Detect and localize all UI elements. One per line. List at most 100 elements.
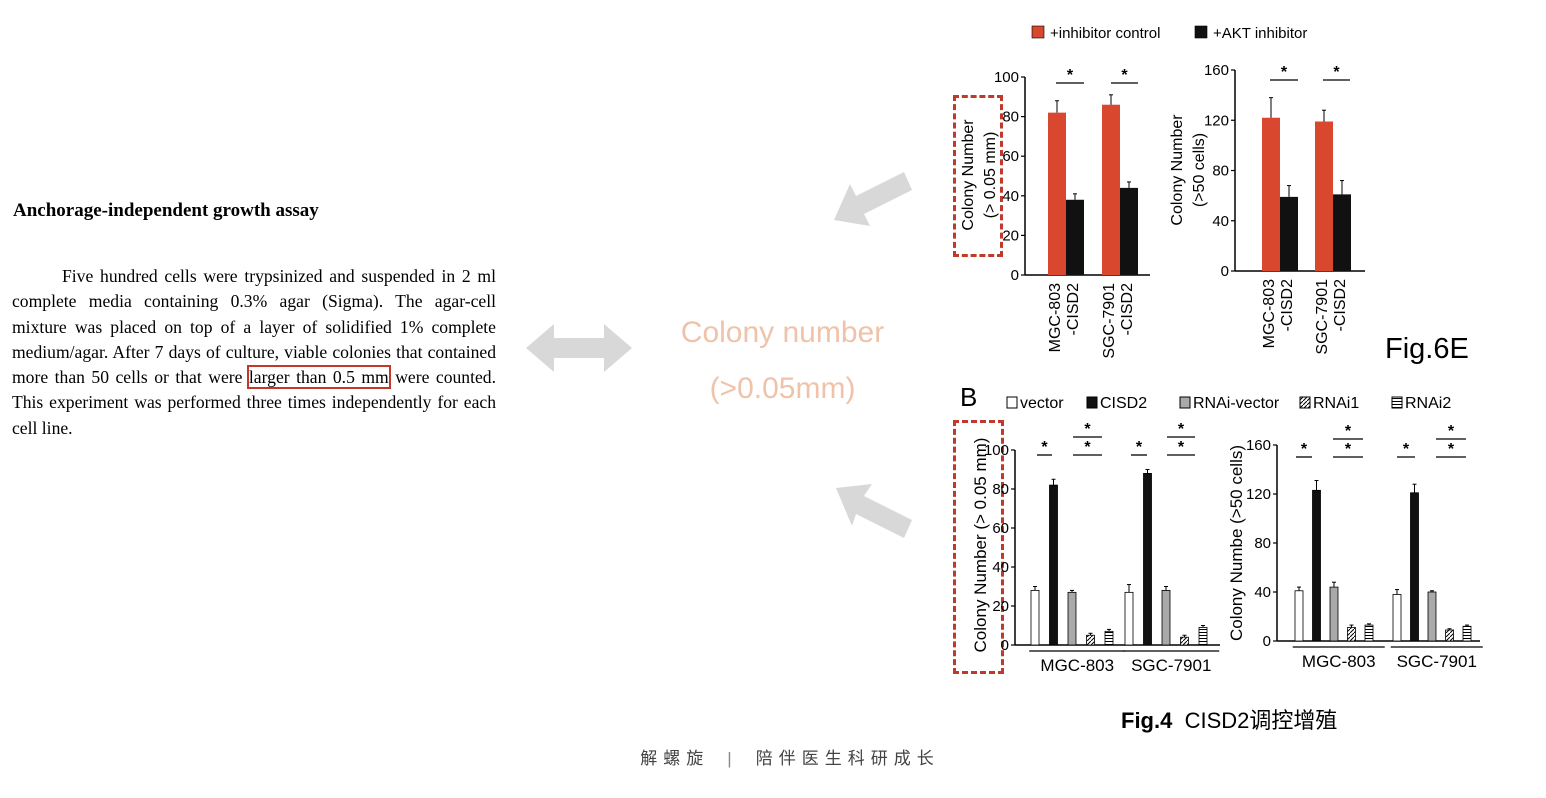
bar	[1067, 591, 1077, 646]
fig6e-left-chart: +inhibitor control +AKT inhibitor 0 20 40 60 8…	[960, 25, 1307, 359]
bar	[1312, 489, 1321, 642]
y-tick-label: 0	[1221, 263, 1229, 280]
bar	[1462, 625, 1472, 642]
y-axis-label: (> 0.05 mm)	[982, 132, 999, 219]
significance-star: *	[1333, 64, 1340, 81]
footer-brand: 解螺旋	[640, 749, 710, 768]
significance-star: *	[1448, 423, 1455, 440]
bar	[1427, 591, 1437, 642]
y-tick-label: 40	[1254, 584, 1271, 601]
panel-b-label: B	[960, 382, 978, 412]
methods-text-part2: were counted. This experiment was perfor…	[12, 367, 496, 438]
bar	[1410, 492, 1419, 642]
bar	[1315, 121, 1333, 271]
bar	[1333, 194, 1351, 271]
y-tick-label: 60	[992, 520, 1009, 537]
y-tick-label: 160	[1204, 62, 1229, 79]
x-category-label: SGC-7901	[1131, 656, 1211, 675]
bar	[1392, 594, 1402, 642]
bar	[1329, 586, 1339, 642]
bar	[1048, 112, 1066, 275]
significance-star: *	[1084, 421, 1091, 438]
legend-label: +inhibitor control	[1050, 25, 1160, 42]
y-axis-label: Colony Number	[960, 119, 977, 231]
bar	[1049, 484, 1058, 646]
bar	[1180, 636, 1189, 646]
y-tick-label: 40	[992, 559, 1009, 576]
significance-star: *	[1403, 441, 1410, 458]
note-line-1: Colony number	[680, 316, 885, 349]
x-category-label: SGC-7901	[1101, 283, 1118, 359]
significance-star: *	[1345, 423, 1352, 440]
legend-swatch	[1086, 396, 1098, 409]
x-category-label: -CISD2	[1332, 279, 1349, 332]
bar	[1102, 104, 1120, 275]
y-tick-label: 100	[994, 69, 1019, 86]
y-tick-label: 120	[1246, 486, 1271, 503]
x-category-label: -CISD2	[1065, 283, 1082, 336]
legend-label: CISD2	[1100, 395, 1147, 412]
bar	[1104, 630, 1114, 646]
legend-swatch	[1391, 396, 1403, 409]
footer-separator: |	[727, 749, 738, 768]
bar	[1262, 117, 1280, 271]
arrow-up-left-icon	[834, 172, 912, 226]
legend-swatch	[1194, 25, 1208, 39]
y-axis-label: Colony Numbe (>50 cells)	[1227, 445, 1246, 641]
methods-text-part1: Five hundred cells were trypsinized and …	[12, 266, 496, 388]
highlighted-phrase: larger than 0.5 mm	[246, 365, 391, 390]
legend-swatch	[1031, 25, 1045, 39]
bar	[1280, 196, 1298, 271]
legend-label: RNAi1	[1313, 395, 1359, 412]
significance-star: *	[1041, 439, 1048, 456]
y-tick-label: 0	[1011, 267, 1019, 284]
legend-swatch	[1006, 396, 1018, 409]
significance-star: *	[1121, 67, 1128, 84]
fig6e-label: Fig.6E	[1385, 333, 1469, 365]
y-axis-label: Colony Number (> 0.05 mm)	[971, 438, 990, 653]
significance-star: *	[1067, 67, 1074, 84]
y-tick-label: 40	[1212, 213, 1229, 230]
y-axis-label: (>50 cells)	[1191, 133, 1208, 207]
ylabel-highlight-box	[953, 420, 1004, 674]
x-category-label: SGC-7901	[1314, 279, 1331, 355]
significance-star: *	[1301, 441, 1308, 458]
x-category-label: -CISD2	[1119, 283, 1136, 336]
x-category-label: MGC-803	[1302, 652, 1376, 671]
methods-paragraph: Five hundred cells were trypsinized and …	[12, 264, 496, 441]
x-category-label: -CISD2	[1279, 279, 1296, 332]
y-tick-label: 80	[992, 481, 1009, 498]
x-category-label: SGC-7901	[1397, 652, 1477, 671]
x-category-label: MGC-803	[1261, 279, 1278, 348]
ylabel-highlight-box	[953, 95, 1003, 257]
significance-star: *	[1448, 441, 1455, 458]
x-category-label: MGC-803	[1047, 283, 1064, 352]
legend-label: +AKT inhibitor	[1213, 25, 1307, 42]
significance-star: *	[1345, 441, 1352, 458]
significance-star: *	[1178, 439, 1185, 456]
legend-swatch	[1299, 396, 1311, 409]
legend-label: RNAi2	[1405, 395, 1451, 412]
bar	[1161, 589, 1171, 646]
y-tick-label: 40	[1002, 188, 1019, 205]
fig6e-right-chart: 0 40 80 120 160 Colony Number (>50 cells) MGC-8…	[1169, 62, 1365, 355]
bar	[1294, 590, 1304, 642]
legend-swatch	[1179, 396, 1191, 409]
x-category-label: MGC-803	[1040, 656, 1114, 675]
colony-number-note: Colony number (>0.05mm)	[650, 305, 915, 417]
significance-star: *	[1281, 64, 1288, 81]
significance-star: *	[1136, 439, 1143, 456]
y-tick-label: 80	[1002, 109, 1019, 126]
methods-heading: Anchorage-independent growth assay	[13, 200, 319, 221]
double-arrow-icon	[526, 324, 632, 372]
y-tick-label: 20	[992, 598, 1009, 615]
bar	[1124, 591, 1134, 646]
bar	[1066, 199, 1084, 275]
y-tick-label: 160	[1246, 437, 1271, 454]
footer: 解螺旋 | 陪伴医生科研成长	[0, 744, 1546, 769]
y-tick-label: 80	[1212, 163, 1229, 180]
figure-caption: Fig.4 CISD2调控增殖	[1121, 703, 1337, 735]
fig4b-left-chart: vector CISD2 RNAi-vector RNAi1 RNAi2 0 20 40 60 8…	[971, 395, 1451, 675]
y-tick-label: 120	[1204, 112, 1229, 129]
